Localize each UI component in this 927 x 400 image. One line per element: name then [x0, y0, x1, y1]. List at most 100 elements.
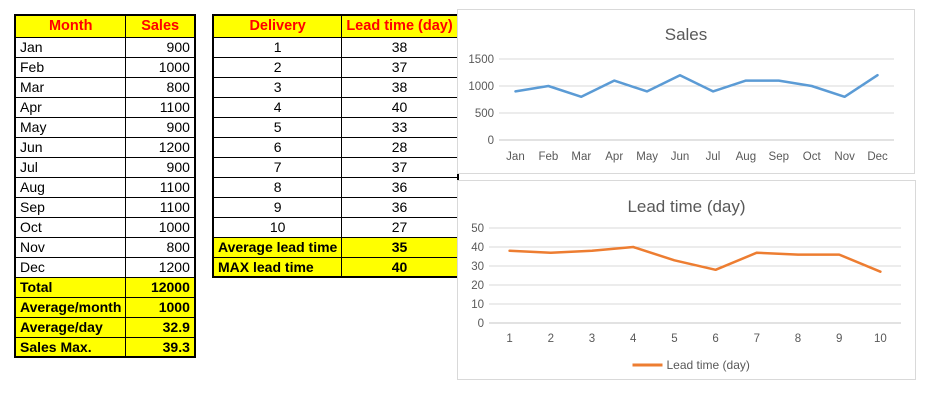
x-axis-tick-label: Mar [571, 151, 591, 163]
table-cell[interactable]: 40 [341, 96, 459, 118]
table-row: Jul 900 [14, 156, 196, 178]
leadtime-table-summary: Average lead time 35 MAX lead time 40 [212, 236, 459, 278]
table-row: Dec 1200 [14, 256, 196, 278]
table-cell[interactable]: Dec [14, 256, 127, 278]
x-axis-tick-label: Nov [834, 151, 855, 163]
table-cell[interactable]: MAX lead time [212, 256, 343, 278]
table-cell[interactable]: 37 [341, 156, 459, 178]
legend-label[interactable]: Lead time (day) [667, 358, 750, 372]
table-cell[interactable]: 7 [212, 156, 343, 178]
table-cell[interactable]: 1100 [125, 176, 196, 198]
sales-table-summary: Total 12000 Average/month 1000 Average/day 32… [14, 276, 196, 358]
table-cell[interactable]: 10 [212, 216, 343, 238]
table-cell[interactable]: 800 [125, 236, 196, 258]
table-cell[interactable]: 1200 [125, 136, 196, 158]
table-cell[interactable]: 4 [212, 96, 343, 118]
table-cell[interactable]: May [14, 116, 127, 138]
table-cell[interactable]: Nov [14, 236, 127, 258]
table-cell[interactable]: 40 [341, 256, 459, 278]
table-cell[interactable]: 9 [212, 196, 343, 218]
leadtime-chart-plot: 0 10 20 30 40 50 1 2 3 4 5 6 7 8 9 10 Lead time (day) Lea… [471, 197, 901, 372]
table-cell[interactable]: 1100 [125, 96, 196, 118]
table-cell[interactable]: 38 [341, 36, 459, 58]
x-axis-tick-label: Aug [736, 151, 756, 163]
table-cell[interactable]: 1 [212, 36, 343, 58]
data-series-line[interactable] [514, 73, 879, 99]
table-cell[interactable]: 5 [212, 116, 343, 138]
table-row: 7 37 [212, 156, 459, 178]
table-cell[interactable]: 3 [212, 76, 343, 98]
x-axis-tick-label: Apr [605, 151, 623, 163]
x-axis-tick-label: Jun [671, 151, 690, 163]
x-axis-tick-label: 9 [836, 333, 842, 345]
table-cell[interactable]: Average/month [14, 296, 127, 318]
table-cell[interactable]: 2 [212, 56, 343, 78]
sales-chart[interactable]: 0 500 1000 1500 Jan Feb Mar Apr May Jun Jul Aug Sep O… [457, 9, 915, 174]
table-cell[interactable]: 36 [341, 176, 459, 198]
x-axis-tick-label: 6 [712, 333, 718, 345]
table-cell[interactable]: 8 [212, 176, 343, 198]
table-cell[interactable]: Oct [14, 216, 127, 238]
table-cell[interactable]: 32.9 [125, 316, 196, 338]
table-cell[interactable]: 35 [341, 236, 459, 258]
table-row: 6 28 [212, 136, 459, 158]
table-cell[interactable]: 1000 [125, 296, 196, 318]
table-row: Average/day 32.9 [14, 316, 196, 338]
table-cell[interactable]: 800 [125, 76, 196, 98]
table-row: 3 38 [212, 76, 459, 98]
sales-table-header-row: Month Sales [14, 14, 196, 38]
chart-title[interactable]: Sales [665, 25, 708, 44]
x-axis-tick-label: 2 [548, 333, 554, 345]
y-axis-tick-label: 30 [471, 261, 484, 273]
leadtime-chart[interactable]: 0 10 20 30 40 50 1 2 3 4 5 6 7 8 9 10 Lead time (day) Lea… [457, 180, 916, 380]
table-cell[interactable]: 6 [212, 136, 343, 158]
table-cell[interactable]: Sep [14, 196, 127, 218]
table-cell[interactable]: 900 [125, 36, 196, 58]
table-cell[interactable]: 1100 [125, 196, 196, 218]
table-cell[interactable]: Apr [14, 96, 127, 118]
table-cell[interactable]: Total [14, 276, 127, 298]
table-cell[interactable]: 39.3 [125, 336, 196, 358]
table-cell[interactable]: 1200 [125, 256, 196, 278]
x-axis-tick-label: Jan [506, 151, 525, 163]
x-axis-tick-label: Oct [803, 151, 822, 163]
x-axis-tick-label: Jul [706, 151, 721, 163]
data-series-line[interactable] [508, 245, 882, 273]
table-cell[interactable]: 33 [341, 116, 459, 138]
sales-table-header-sales[interactable]: Sales [125, 14, 196, 38]
table-cell[interactable]: Feb [14, 56, 127, 78]
leadtime-table-header-leadtime[interactable]: Lead time (day) [341, 14, 459, 38]
table-cell[interactable]: 12000 [125, 276, 196, 298]
table-cell[interactable]: 900 [125, 156, 196, 178]
table-cell[interactable]: Average/day [14, 316, 127, 338]
table-cell[interactable]: Average lead time [212, 236, 343, 258]
leadtime-table-header-delivery[interactable]: Delivery [212, 14, 343, 38]
table-row: Average lead time 35 [212, 236, 459, 258]
table-cell[interactable]: Sales Max. [14, 336, 127, 358]
chart-title[interactable]: Lead time (day) [627, 197, 745, 216]
x-axis-tick-label: Dec [867, 151, 888, 163]
y-axis-tick-label: 40 [471, 242, 484, 254]
x-axis-tick-label: 1 [506, 333, 512, 345]
table-row: 10 27 [212, 216, 459, 238]
table-cell[interactable]: 900 [125, 116, 196, 138]
table-row: MAX lead time 40 [212, 256, 459, 278]
y-axis-tick-label: 20 [471, 280, 484, 292]
table-cell[interactable]: Jan [14, 36, 127, 58]
table-row: Nov 800 [14, 236, 196, 258]
table-cell[interactable]: 1000 [125, 216, 196, 238]
x-axis-tick-label: 10 [874, 333, 887, 345]
table-cell[interactable]: Aug [14, 176, 127, 198]
table-cell[interactable]: Jun [14, 136, 127, 158]
table-cell[interactable]: 27 [341, 216, 459, 238]
table-row: May 900 [14, 116, 196, 138]
table-cell[interactable]: Mar [14, 76, 127, 98]
table-cell[interactable]: Jul [14, 156, 127, 178]
table-cell[interactable]: 36 [341, 196, 459, 218]
table-cell[interactable]: 37 [341, 56, 459, 78]
table-cell[interactable]: 28 [341, 136, 459, 158]
table-cell[interactable]: 1000 [125, 56, 196, 78]
sales-table-header-month[interactable]: Month [14, 14, 127, 38]
table-cell[interactable]: 38 [341, 76, 459, 98]
table-row: 4 40 [212, 96, 459, 118]
